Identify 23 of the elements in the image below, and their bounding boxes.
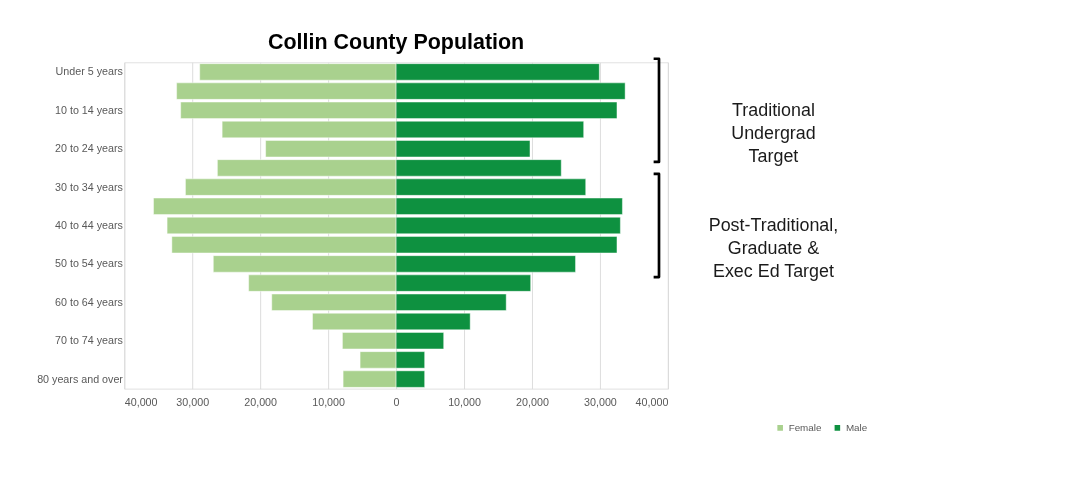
x-tick-label: 40,000 — [635, 396, 669, 409]
x-tick-label: 20,000 — [516, 396, 549, 409]
y-tick-label: 10 to 14 years — [55, 103, 123, 116]
y-tick-label: 20 to 24 years — [55, 142, 123, 155]
text: Traditional Undergrad Target — [731, 99, 816, 167]
x-tick-label: 40,000 — [124, 396, 158, 409]
text: Post-Traditional, Graduate & Exec Ed Target — [708, 214, 839, 282]
y-tick-label: 40 to 44 years — [55, 219, 123, 232]
chart-title: Collin County Population — [268, 30, 525, 55]
x-tick-label: 10,000 — [448, 396, 481, 409]
y-tick-label: 80 years and over — [37, 372, 124, 385]
legend-label: Female — [788, 421, 822, 433]
y-tick-label: 60 to 64 years — [55, 295, 123, 308]
legend-label: Male — [845, 421, 868, 433]
y-tick-label: 70 to 74 years — [55, 334, 123, 347]
y-tick-label: Under 5 years — [55, 65, 123, 78]
x-tick-label: 0 — [393, 396, 400, 409]
x-tick-label: 30,000 — [584, 396, 617, 409]
x-tick-label: 20,000 — [244, 396, 278, 409]
y-tick-label: 30 to 34 years — [55, 180, 123, 193]
x-tick-label: 30,000 — [176, 396, 210, 409]
x-tick-label: 10,000 — [312, 396, 346, 409]
y-tick-label: 50 to 54 years — [55, 257, 123, 270]
